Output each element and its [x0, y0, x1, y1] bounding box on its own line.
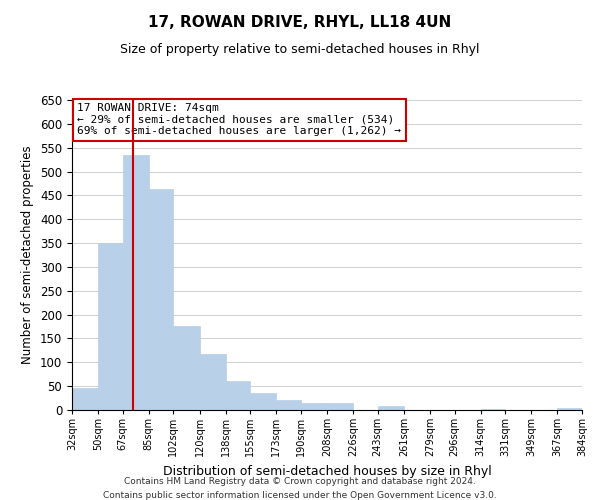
Bar: [481, 408, 505, 410]
Bar: [173, 326, 199, 410]
Text: Contains HM Land Registry data © Crown copyright and database right 2024.: Contains HM Land Registry data © Crown c…: [124, 478, 476, 486]
Bar: [276, 400, 301, 410]
Bar: [378, 406, 404, 410]
Bar: [149, 189, 173, 410]
Bar: [250, 394, 276, 410]
Text: Contains public sector information licensed under the Open Government Licence v3: Contains public sector information licen…: [103, 491, 497, 500]
Bar: [226, 381, 250, 410]
Text: 17 ROWAN DRIVE: 74sqm
← 29% of semi-detached houses are smaller (534)
69% of sem: 17 ROWAN DRIVE: 74sqm ← 29% of semi-deta…: [77, 103, 401, 136]
Text: Size of property relative to semi-detached houses in Rhyl: Size of property relative to semi-detach…: [120, 42, 480, 56]
Text: 17, ROWAN DRIVE, RHYL, LL18 4UN: 17, ROWAN DRIVE, RHYL, LL18 4UN: [148, 15, 452, 30]
Y-axis label: Number of semi-detached properties: Number of semi-detached properties: [22, 146, 34, 364]
Bar: [72, 388, 98, 410]
X-axis label: Distribution of semi-detached houses by size in Rhyl: Distribution of semi-detached houses by …: [163, 464, 491, 477]
Bar: [199, 354, 226, 410]
Bar: [123, 155, 149, 410]
Bar: [557, 408, 582, 410]
Bar: [301, 404, 327, 410]
Bar: [327, 404, 353, 410]
Bar: [98, 243, 123, 410]
